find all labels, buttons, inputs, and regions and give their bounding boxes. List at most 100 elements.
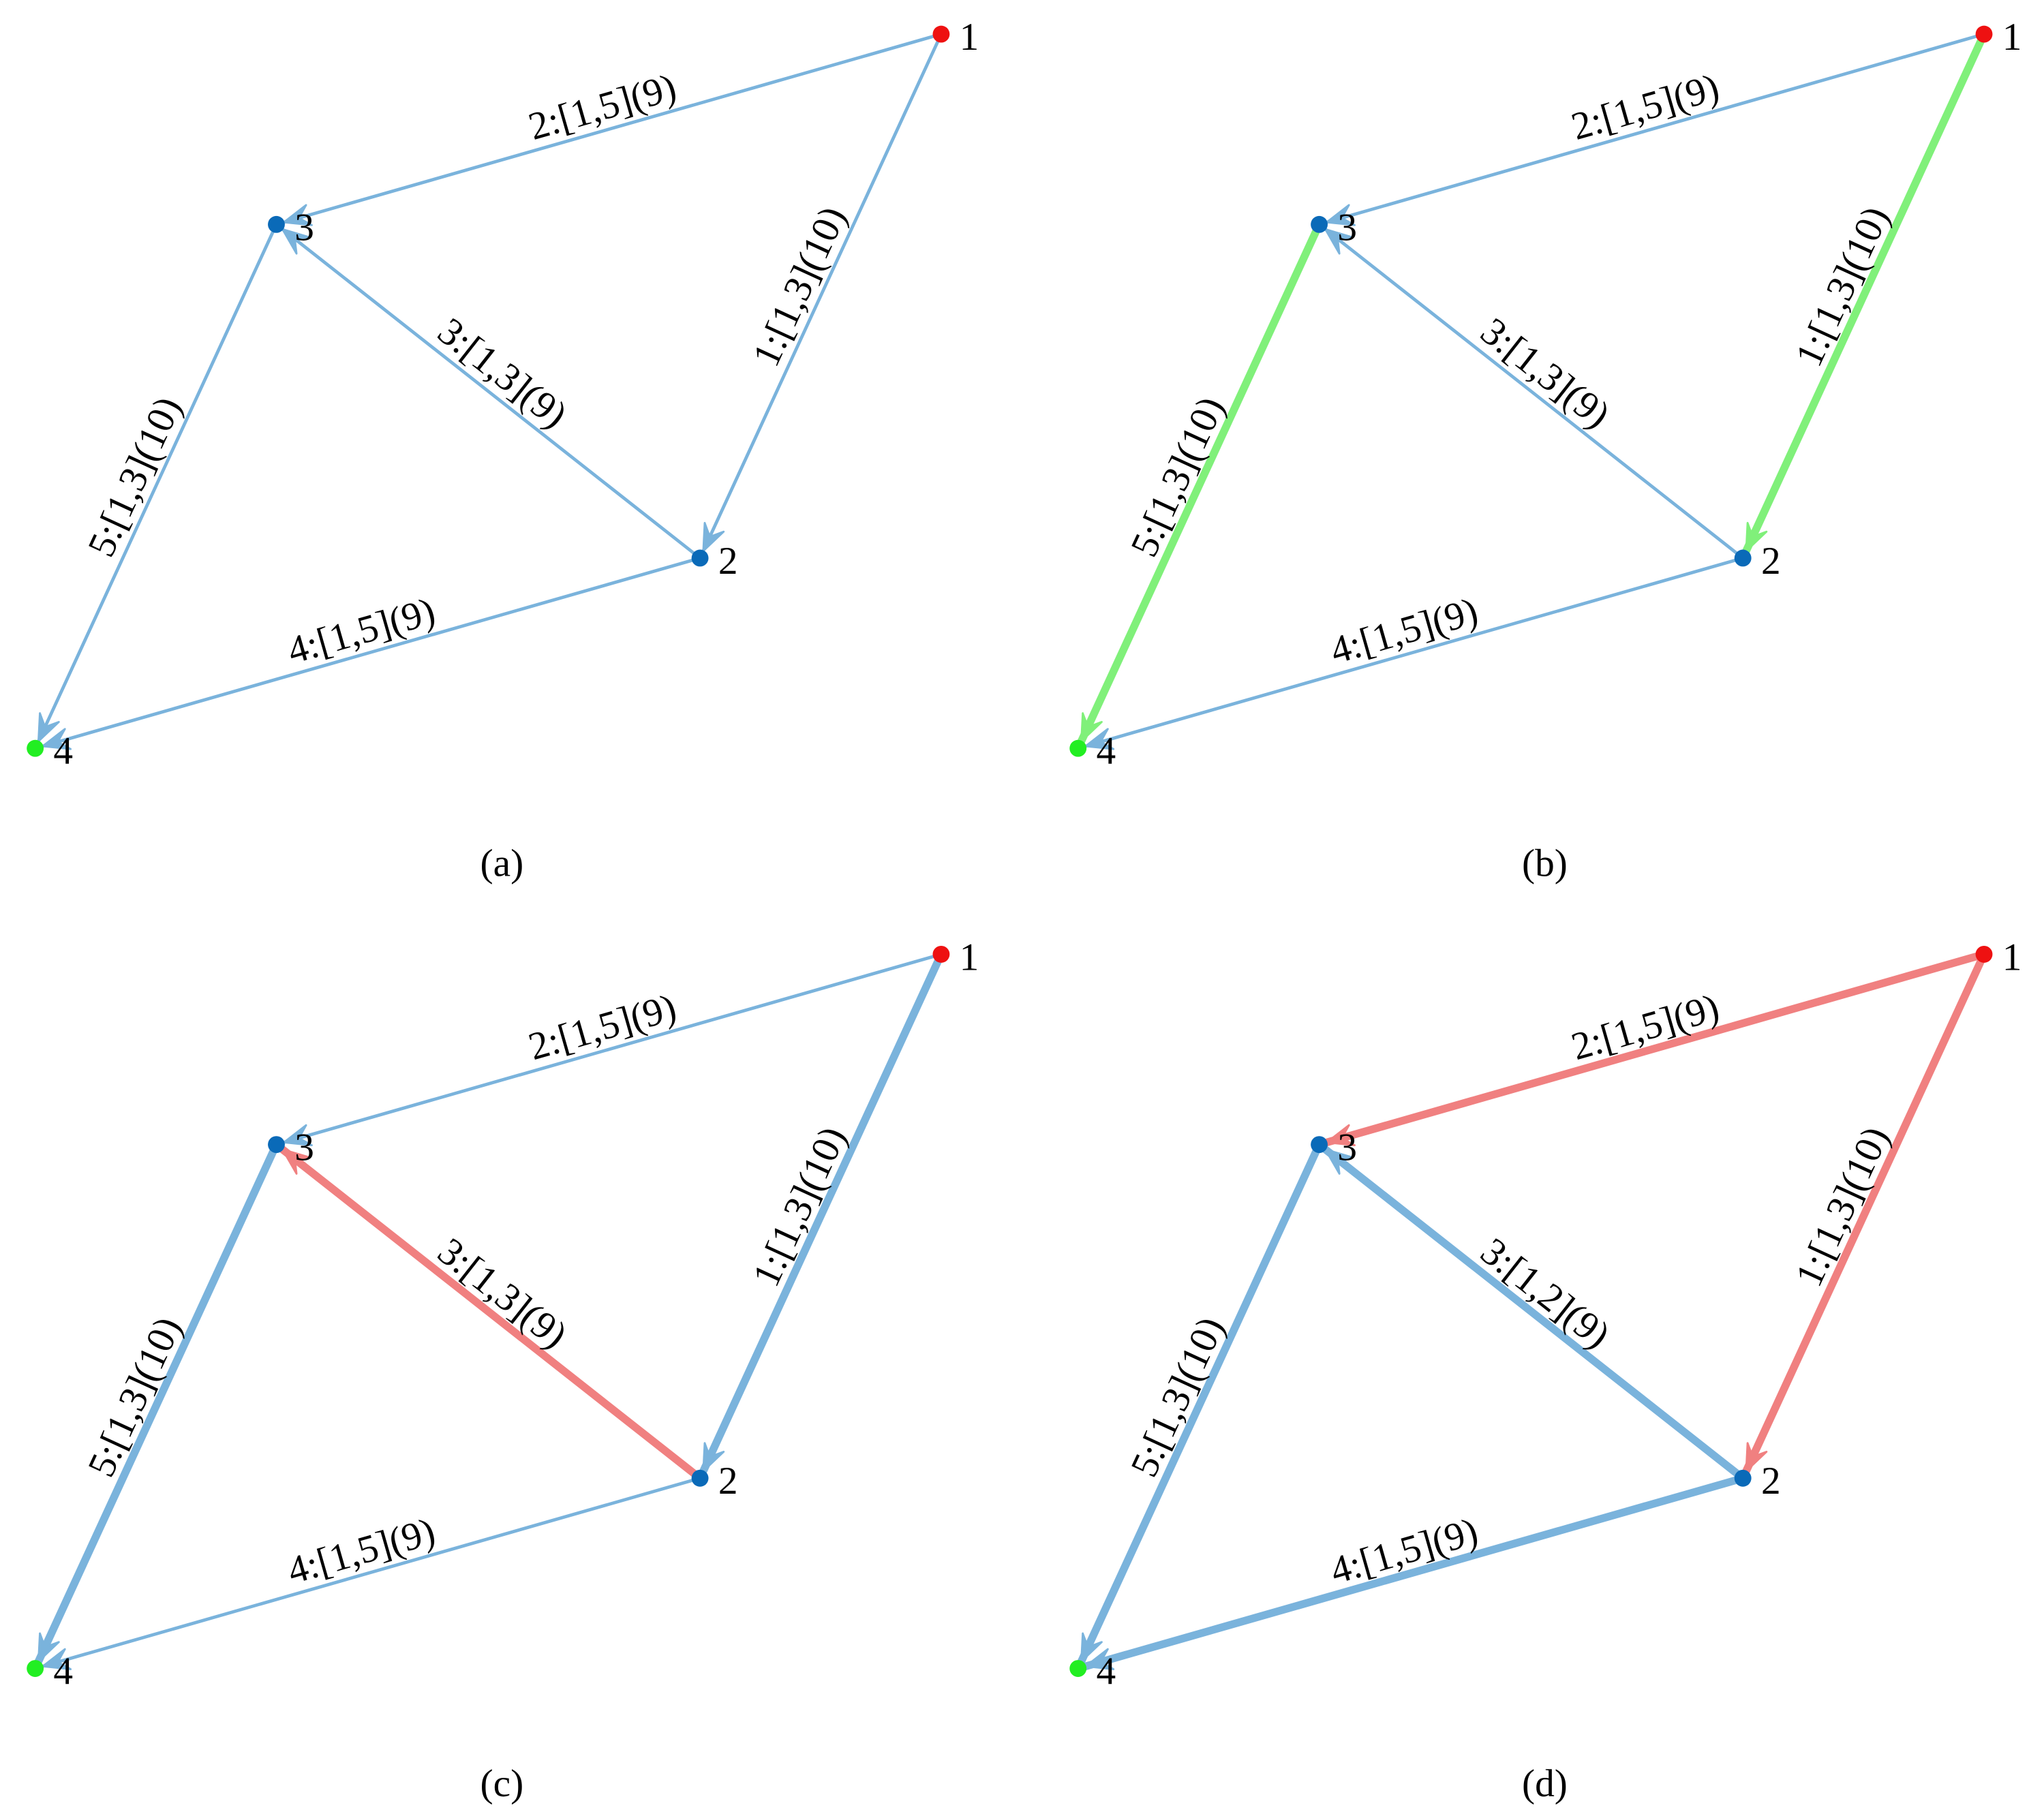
edge-line [278,1145,704,1483]
edge: 1:[1,3](10) [1742,30,1988,555]
edge-label: 5:[1,3](10) [80,390,190,564]
edge: 5:[1,3](10) [37,222,278,743]
node-label: 2 [718,1460,738,1503]
edge: 2:[1,5](9) [282,32,943,226]
edge-line [699,950,945,1475]
panel-caption: (b) [1522,842,1568,885]
edge-label: 4:[1,5](9) [1326,1510,1482,1593]
arrowhead [1084,728,1115,750]
node-label: 3 [1337,206,1357,249]
node-label: 2 [1761,1460,1781,1503]
edge-label: 3:[1,3](9) [1473,309,1618,436]
node-label: 4 [53,730,73,773]
arrowhead [283,204,313,226]
edge: 3:[1,3](9) [281,228,702,560]
arrowhead [281,228,311,255]
node [691,549,709,567]
edge-label: 3:[1,2](9) [1473,1230,1618,1357]
node-label: 1 [960,936,979,979]
edge-label: 4:[1,5](9) [283,589,440,673]
node-label: 3 [1337,1126,1357,1169]
node [932,25,950,43]
edge-line [1742,30,1988,555]
edge: 3:[1,2](9) [1321,1145,1747,1483]
edge-line [1084,556,1745,748]
arrowhead [37,1632,60,1663]
arrowhead [281,1148,311,1175]
edge-line [1325,32,1986,224]
node-label: 2 [1761,540,1781,583]
edge-label: 3:[1,3](9) [430,309,575,436]
edge-label: 4:[1,5](9) [1326,589,1482,673]
node [1069,1660,1087,1677]
node-label: 2 [718,540,738,583]
edge-line [1324,228,1745,560]
edge-label: 2:[1,5](9) [524,986,681,1069]
node-label: 4 [53,1650,73,1693]
arrowhead [1084,1648,1115,1670]
node [691,1469,709,1487]
arrowhead [42,728,72,750]
node-label: 3 [294,206,314,249]
edge: 4:[1,5](9) [1082,1474,1747,1671]
node-label: 4 [1097,1650,1116,1693]
arrowhead [702,521,725,552]
panel: 1:[1,3](10) 2:[1,5](9) 3:[1,3](9) 4:[1,5](9… [27,16,979,885]
edge-line [282,953,943,1144]
edge-line [1082,1474,1747,1671]
edge-line [1322,950,1988,1147]
panel: 1:[1,3](10)2:[1,5](9)3:[1,3](9)4:[1,5](9… [27,936,979,1805]
edge-line [1077,1140,1324,1665]
node [1734,1469,1752,1487]
node [268,1136,285,1154]
edge: 2:[1,5](9) [282,953,943,1147]
arrowhead [1326,204,1356,226]
edge-label: 2:[1,5](9) [1567,986,1724,1069]
arrowhead [1745,1442,1768,1473]
node [1069,739,1087,757]
panel: 1:[1,3](10)2:[1,5](9) 3:[1,2](9) 4:[1,5](9… [1069,936,2022,1805]
arrowhead [37,712,60,743]
node [27,1660,44,1677]
edge-line [281,228,702,560]
node [1975,945,1993,963]
edge-line [41,1476,702,1668]
panel-caption: (a) [481,842,524,885]
arrowhead [1080,1632,1103,1663]
edge-label: 2:[1,5](9) [1567,65,1724,149]
edge: 4:[1,5](9) [1084,556,1745,750]
edge-label: 2:[1,5](9) [524,65,681,149]
node-label: 1 [2002,16,2022,59]
edge-label: 1:[1,3](10) [744,200,855,373]
edge: 5:[1,3](10) [34,1140,281,1665]
edge: 1:[1,3](10) [699,950,945,1475]
arrowhead [1324,228,1354,255]
arrowhead [283,1124,313,1147]
edge: 4:[1,5](9) [41,556,702,750]
node [1311,215,1328,233]
arrowhead [1326,1124,1356,1147]
edge: 2:[1,5](9) [1325,32,1986,226]
node [268,215,285,233]
arrowhead [42,1648,72,1670]
panel-caption: (d) [1522,1762,1568,1805]
node-label: 3 [294,1126,314,1169]
arrowhead [1080,712,1103,743]
edge-line [701,32,943,553]
node-label: 4 [1097,730,1116,773]
edge: 1:[1,3](10) [701,32,943,553]
edge: 2:[1,5](9) [1322,950,1988,1147]
panel: 1:[1,3](10)2:[1,5](9) 3:[1,3](9) 4:[1,5](9… [1069,16,2022,885]
panel-caption: (c) [481,1762,524,1805]
node-label: 1 [960,16,979,59]
arrowhead [1745,521,1768,552]
edge-line [34,1140,281,1665]
node [932,945,950,963]
node [1734,549,1752,567]
edge-line [282,32,943,224]
edge-line [1742,950,1988,1475]
edge-line [41,556,702,748]
edge-line [37,222,278,743]
edge-label: 3:[1,3](9) [430,1230,575,1357]
